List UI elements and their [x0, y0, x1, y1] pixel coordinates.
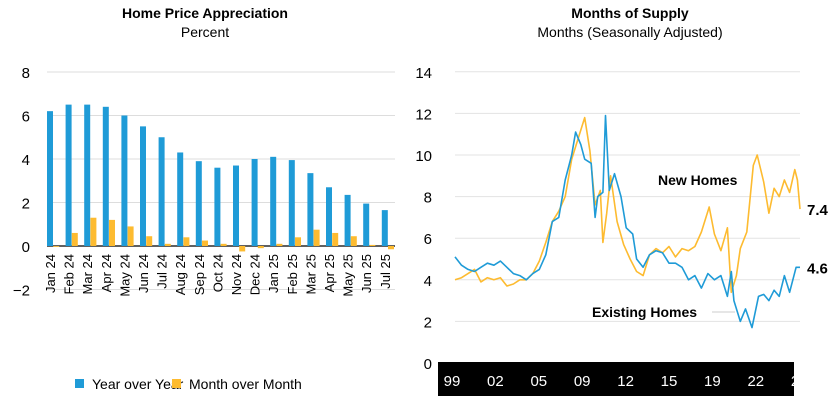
left-chart-title: Home Price Appreciation [122, 5, 288, 21]
bar-mom [257, 246, 264, 249]
y-tick-label: 6 [22, 109, 30, 126]
bar-mom [220, 243, 227, 246]
bar-mom [276, 243, 283, 246]
bar-yoy [288, 160, 295, 246]
x-tick-label: 09 [574, 373, 591, 390]
x-tick-label: 12 [617, 373, 634, 390]
bar-yoy [102, 106, 109, 246]
x-tick-label: Jul 24 [155, 254, 170, 289]
bar-mom [295, 237, 301, 246]
bar-mom [53, 246, 60, 247]
x-tick-label: Jun 24 [136, 254, 151, 293]
x-tick-label: Feb 25 [285, 254, 300, 294]
bar-mom [332, 232, 339, 246]
series-label-existing-homes: Existing Homes [592, 304, 697, 320]
bar-mom [239, 246, 246, 252]
x-tick-label: 22 [747, 373, 764, 390]
x-tick-label: Apr 25 [322, 254, 337, 292]
x-tick-label: 25 [791, 373, 808, 390]
bar-yoy [65, 104, 72, 246]
x-tick-label: Mar 24 [80, 254, 95, 294]
bar-mom [350, 236, 357, 246]
end-value-label: 7.4 [807, 202, 829, 219]
x-tick-label: Dec 24 [248, 254, 263, 295]
bar-mom [388, 246, 394, 250]
y-tick-label: 8 [22, 65, 30, 82]
x-tick-label: May 24 [117, 254, 132, 297]
bar-mom [71, 232, 78, 246]
bar-yoy [363, 203, 370, 246]
legend-swatch [172, 379, 181, 388]
y-tick-label: 12 [415, 106, 432, 123]
bar-mom [90, 217, 97, 246]
right-chart-title: Months of Supply [571, 5, 689, 21]
x-tick-label: Sep 24 [192, 254, 207, 295]
x-tick-label: Oct 24 [210, 254, 225, 292]
y-tick-label: 10 [415, 148, 432, 165]
y-tick-label: −2 [13, 283, 30, 300]
bar-yoy [251, 159, 258, 246]
bar-mom [146, 236, 153, 246]
bar-mom [202, 240, 208, 246]
bar-mom [164, 243, 171, 246]
y-tick-label: 4 [424, 273, 432, 290]
bar-mom [313, 229, 320, 246]
x-tick-label: Nov 24 [229, 254, 244, 295]
bar-mom [369, 244, 376, 246]
x-tick-label: Mar 25 [303, 254, 318, 294]
new-homes-line [454, 116, 801, 294]
existing-homes-line [454, 114, 800, 329]
y-tick-label: 14 [415, 65, 432, 82]
bar-mom [127, 226, 134, 246]
x-tick-label: Feb 24 [62, 254, 77, 294]
bar-yoy [344, 194, 351, 246]
bar-yoy [195, 161, 202, 246]
x-tick-label: Jun 25 [359, 254, 374, 293]
bar-yoy [121, 115, 128, 246]
bar-yoy [47, 111, 53, 247]
x-tick-label: 19 [704, 373, 721, 390]
y-tick-label: 6 [424, 231, 432, 248]
end-value-label: 4.6 [807, 260, 828, 277]
bar-yoy [307, 173, 314, 246]
bar-mom [183, 237, 190, 246]
legend-label: Year over Year [92, 376, 184, 392]
bar-yoy [158, 137, 165, 246]
x-axis-band [438, 362, 794, 396]
legend-label: Month over Month [189, 376, 302, 392]
x-tick-label: 05 [530, 373, 547, 390]
left-chart-subtitle: Percent [180, 24, 230, 40]
bar-mom [109, 219, 115, 246]
x-tick-label: Aug 24 [173, 254, 188, 295]
right-chart-subtitle: Months (Seasonally Adjusted) [537, 24, 723, 40]
bar-yoy [140, 126, 146, 246]
bar-yoy [270, 156, 277, 246]
y-tick-label: 2 [424, 314, 432, 331]
x-tick-label: 02 [487, 373, 504, 390]
y-tick-label: 0 [22, 239, 30, 256]
legend-swatch [75, 379, 84, 388]
x-tick-label: 15 [661, 373, 678, 390]
y-tick-label: 4 [22, 152, 30, 169]
x-tick-label: Jan 24 [43, 254, 58, 293]
bar-yoy [177, 152, 184, 246]
bar-yoy [326, 187, 332, 246]
bar-yoy [84, 104, 91, 246]
series-label-new-homes: New Homes [658, 172, 738, 188]
x-tick-label: Jul 25 [378, 254, 393, 289]
x-tick-label: Apr 24 [99, 254, 114, 292]
bar-yoy [381, 210, 388, 246]
bar-yoy [233, 165, 239, 246]
y-tick-label: 0 [424, 356, 432, 373]
y-tick-label: 8 [424, 190, 432, 207]
x-tick-label: Jan 25 [266, 254, 281, 293]
x-tick-label: 99 [444, 373, 461, 390]
bar-yoy [214, 167, 221, 246]
x-tick-label: May 25 [341, 254, 356, 297]
y-tick-label: 2 [22, 196, 30, 213]
